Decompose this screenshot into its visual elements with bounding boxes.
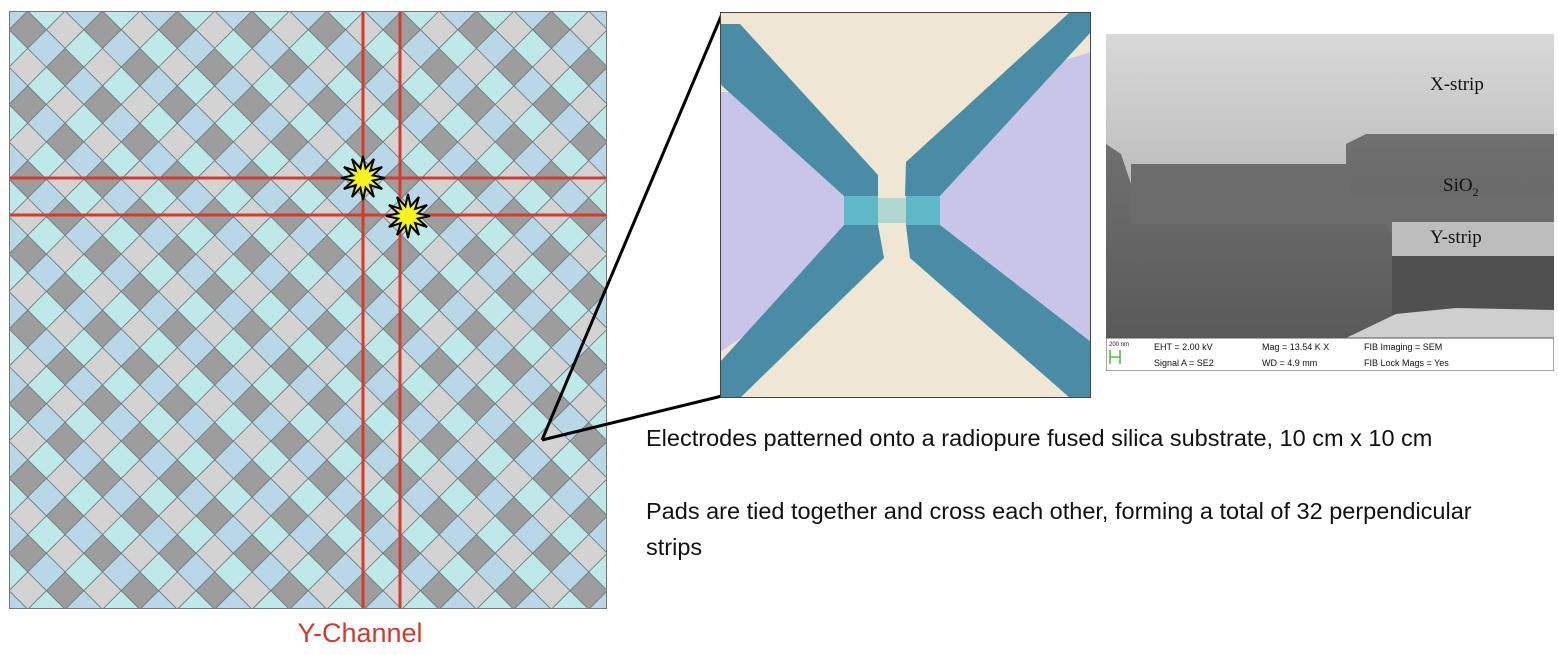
diamond-pad bbox=[139, 590, 178, 609]
diamond-pad bbox=[438, 590, 477, 609]
diamond-pads bbox=[9, 11, 607, 609]
diamond-pad bbox=[364, 590, 402, 609]
diamond-pad bbox=[588, 515, 607, 554]
diamond-pad bbox=[9, 403, 29, 442]
optical-micrograph bbox=[720, 12, 1091, 398]
fib-lock-value: FIB Lock Mags = Yes bbox=[1364, 358, 1449, 368]
scale-bar-icon bbox=[1109, 350, 1121, 364]
diamond-pad bbox=[64, 590, 103, 609]
micrograph-border bbox=[720, 12, 1091, 398]
diamond-pad bbox=[9, 515, 29, 554]
mag-value: Mag = 13.54 K X bbox=[1262, 342, 1329, 352]
substrate-caption: Electrodes patterned onto a radiopure fu… bbox=[646, 425, 1433, 451]
sio2-label: SiO2 bbox=[1443, 175, 1479, 199]
diamond-pad bbox=[9, 328, 29, 367]
scale-bar-label: 200 nm bbox=[1109, 342, 1129, 348]
diamond-pad bbox=[102, 590, 141, 609]
eht-value: EHT = 2.00 kV bbox=[1154, 342, 1213, 352]
diamond-pad bbox=[588, 553, 607, 591]
electrode-bottom-left bbox=[720, 225, 884, 398]
diamond-pad bbox=[326, 590, 365, 609]
substrate-region-right bbox=[938, 52, 1091, 372]
electrode-junction-left bbox=[844, 196, 878, 225]
sem-info-bar bbox=[1106, 337, 1554, 371]
diamond-pad bbox=[9, 440, 29, 480]
electrode-junction-right bbox=[906, 196, 940, 225]
diamond-pad bbox=[588, 590, 607, 609]
y-strip-shadow bbox=[1392, 256, 1554, 316]
sem-image: X-strip SiO2 Y-strip 200 nm EHT = 2.00 k… bbox=[1106, 34, 1554, 371]
junction-bridge bbox=[878, 198, 906, 223]
diamond-pad bbox=[513, 590, 552, 609]
signal-value: Signal A = SE2 bbox=[1154, 358, 1214, 368]
y-strip-label: Y-strip bbox=[1430, 227, 1482, 248]
diamond-pad bbox=[9, 552, 29, 592]
diamond-pad bbox=[9, 141, 29, 180]
diamond-pad bbox=[9, 365, 29, 405]
diamond-pad bbox=[251, 590, 290, 609]
electrode-top-left bbox=[720, 24, 878, 196]
diamond-pad bbox=[177, 590, 215, 609]
y-channel-label: Y-Channel bbox=[297, 618, 423, 648]
diamond-pad bbox=[27, 590, 66, 609]
electrode-bottom-right bbox=[906, 225, 1091, 398]
wd-value: WD = 4.9 mm bbox=[1262, 358, 1317, 368]
sio2-layer bbox=[1131, 164, 1554, 234]
diamond-pad bbox=[588, 440, 607, 479]
diamond-pad bbox=[9, 253, 29, 293]
diamond-pad bbox=[214, 590, 253, 609]
hit-marker-icon bbox=[385, 193, 431, 239]
diamond-pad bbox=[551, 590, 589, 609]
diamond-pad bbox=[9, 66, 29, 106]
strips-caption: Pads are tied together and cross each ot… bbox=[646, 498, 1472, 560]
x-strip-label: X-strip bbox=[1430, 74, 1484, 95]
diamond-pad bbox=[588, 478, 607, 517]
diamond-pad bbox=[401, 590, 440, 609]
diamond-pad bbox=[9, 178, 29, 218]
fib-imaging-value: FIB Imaging = SEM bbox=[1364, 342, 1442, 352]
diamond-pad bbox=[9, 290, 29, 330]
strip-lines bbox=[9, 11, 607, 609]
electrode-top-right bbox=[905, 12, 1091, 196]
pad-grid-diagram bbox=[9, 11, 607, 609]
diamond-pad bbox=[9, 216, 29, 255]
diamond-pad bbox=[9, 103, 29, 143]
diamond-pad bbox=[289, 590, 328, 609]
diamond-pad bbox=[9, 29, 29, 68]
diamond-pad bbox=[9, 477, 29, 517]
y-strip-layer bbox=[1392, 222, 1554, 258]
x-strip-layer bbox=[1106, 34, 1554, 184]
diamond-pad bbox=[9, 590, 28, 609]
diamond-pad bbox=[476, 590, 515, 609]
hit-marker-icon bbox=[340, 155, 386, 201]
foreground-debris bbox=[1346, 308, 1554, 338]
